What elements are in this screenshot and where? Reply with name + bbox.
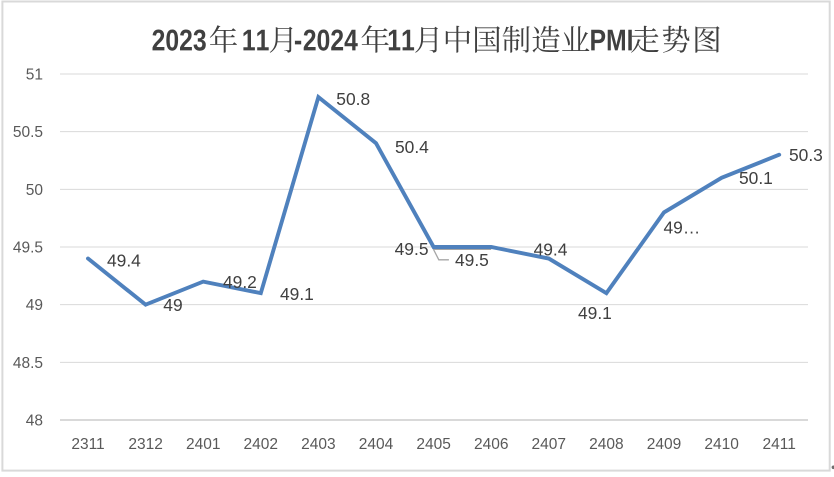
svg-text:2404: 2404 [359,436,394,453]
svg-text:2405: 2405 [416,436,450,453]
svg-text:50.3: 50.3 [789,145,823,165]
svg-text:50.1: 50.1 [739,168,773,188]
svg-text:50.8: 50.8 [336,89,370,109]
svg-text:2410: 2410 [704,436,739,453]
svg-text:2402: 2402 [244,436,278,453]
svg-text:49: 49 [26,297,43,314]
svg-text:2312: 2312 [128,436,162,453]
svg-text:2401: 2401 [186,436,220,453]
svg-text:2403: 2403 [301,436,335,453]
svg-text:49.4: 49.4 [534,239,568,259]
svg-text:51: 51 [26,67,43,84]
svg-text:49…: 49… [664,218,701,238]
svg-text:2408: 2408 [589,436,623,453]
svg-text:49.2: 49.2 [223,272,257,292]
svg-text:2411: 2411 [763,436,796,453]
svg-text:2406: 2406 [474,436,508,453]
svg-text:49: 49 [163,295,182,315]
svg-text:49.5: 49.5 [455,250,489,270]
svg-text:48.5: 48.5 [13,355,43,372]
svg-text:48: 48 [26,413,43,430]
svg-text:2311: 2311 [71,436,104,453]
svg-text:50.5: 50.5 [13,124,43,141]
svg-text:49.1: 49.1 [578,303,612,323]
svg-text:49.5: 49.5 [13,240,43,257]
svg-text:50.4: 50.4 [395,137,429,157]
svg-text:49.5: 49.5 [395,239,429,259]
svg-text:50: 50 [26,182,44,199]
svg-text:2407: 2407 [532,436,566,453]
svg-text:49.4: 49.4 [107,251,141,271]
svg-text:49.1: 49.1 [280,284,314,304]
svg-text:2409: 2409 [647,436,681,453]
